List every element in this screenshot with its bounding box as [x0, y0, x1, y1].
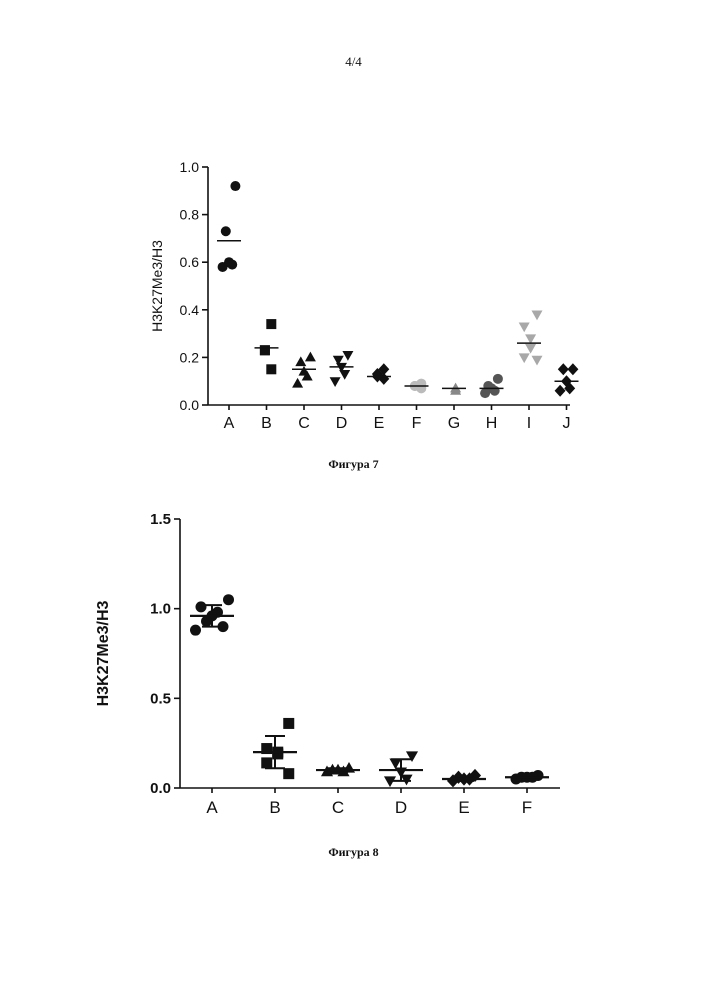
data-point — [295, 356, 307, 367]
data-point — [416, 383, 427, 394]
data-point — [283, 768, 295, 780]
y-axis-label: H3K27Me3/H3 — [149, 240, 165, 332]
series-A — [217, 181, 241, 272]
data-point — [272, 748, 284, 760]
series-B — [254, 319, 279, 375]
y-tick-label: 1.0 — [180, 159, 200, 175]
series-D — [329, 351, 354, 387]
data-point — [292, 377, 304, 388]
x-tick-label: I — [527, 415, 531, 432]
page-number: 4/4 — [345, 54, 362, 69]
x-tick-label: E — [374, 415, 385, 432]
series-C — [316, 761, 360, 777]
data-point — [220, 226, 231, 237]
series-E — [367, 363, 391, 385]
x-tick-label: J — [563, 415, 571, 432]
data-point — [525, 334, 537, 345]
data-point — [567, 363, 579, 376]
x-tick-label: E — [458, 798, 469, 817]
y-tick-label: 1.5 — [150, 511, 171, 528]
data-point — [329, 377, 341, 387]
figure-8-chart: 0.0 0.5 1.0 1.5 H3K27Me3/H3 A B C D E F — [95, 511, 560, 817]
y-tick-label: 0.6 — [180, 254, 200, 270]
data-point — [304, 351, 316, 362]
y-tick-label: 0.8 — [180, 207, 200, 223]
x-tick-label: H — [486, 415, 498, 432]
x-tick-label: G — [448, 415, 460, 432]
figure-8-caption: Фигура 8 — [328, 845, 379, 859]
x-tick-label: C — [332, 798, 344, 817]
data-point — [525, 343, 537, 354]
data-point — [554, 384, 566, 397]
y-tick-label: 0.4 — [180, 302, 200, 318]
x-tick-label: C — [298, 415, 310, 432]
series-G — [442, 382, 466, 395]
x-tick-label: F — [412, 415, 422, 432]
data-point — [492, 373, 503, 384]
figure-7-caption: Фигура 7 — [328, 457, 379, 471]
data-point — [489, 385, 500, 396]
x-tick-label: D — [336, 415, 348, 432]
series-B — [253, 717, 297, 780]
data-point — [383, 776, 397, 788]
data-point — [227, 259, 238, 270]
figure-7-chart: 0.0 0.2 0.4 0.6 0.8 1.0 H3K27Me3/H3 A B C D E F G H I J — [149, 159, 579, 432]
data-point — [336, 362, 347, 373]
data-point — [480, 388, 491, 399]
data-point — [230, 181, 241, 192]
data-point — [564, 382, 576, 395]
data-point — [195, 601, 207, 613]
series-A — [190, 594, 234, 636]
data-point — [223, 594, 234, 606]
data-point — [217, 621, 229, 633]
data-point — [518, 353, 530, 364]
data-point — [217, 261, 228, 272]
series-I — [517, 310, 543, 366]
data-point — [450, 384, 462, 395]
series-F — [505, 769, 549, 785]
y-tick-label: 1.0 — [150, 601, 171, 618]
data-point — [301, 370, 313, 381]
data-point — [452, 770, 465, 784]
series-F — [404, 378, 429, 394]
series-E — [442, 768, 486, 788]
data-point — [531, 310, 543, 321]
data-point — [468, 768, 482, 783]
y-axis-label: H3K27Me3/H3 — [95, 600, 112, 706]
data-point — [339, 370, 351, 380]
data-point — [342, 351, 354, 361]
data-point — [201, 615, 212, 627]
series-J — [554, 363, 579, 397]
data-point — [510, 773, 522, 785]
data-point — [261, 743, 273, 755]
data-point — [446, 774, 460, 788]
data-point — [266, 364, 277, 375]
data-point — [283, 717, 295, 729]
data-point — [531, 355, 543, 366]
data-point — [389, 758, 402, 770]
data-point — [400, 774, 413, 786]
x-tick-label: B — [261, 415, 272, 432]
x-tick-label: D — [395, 798, 407, 817]
data-point — [266, 319, 277, 330]
x-tick-label: B — [269, 798, 280, 817]
y-tick-label: 0.0 — [180, 397, 200, 413]
data-point — [261, 757, 273, 769]
series-C — [292, 351, 316, 388]
data-point — [518, 322, 530, 333]
x-tick-label: A — [206, 798, 218, 817]
data-point — [557, 363, 569, 376]
data-point — [332, 355, 344, 366]
y-tick-label: 0.5 — [150, 690, 171, 707]
series-H — [479, 373, 504, 399]
x-tick-label: A — [224, 415, 235, 432]
y-tick-label: 0.2 — [180, 349, 200, 365]
y-tick-label: 0.0 — [150, 780, 171, 797]
data-point — [190, 624, 201, 636]
x-tick-label: F — [522, 798, 532, 817]
series-D — [379, 751, 423, 788]
data-point — [405, 751, 419, 763]
data-point — [259, 345, 270, 356]
